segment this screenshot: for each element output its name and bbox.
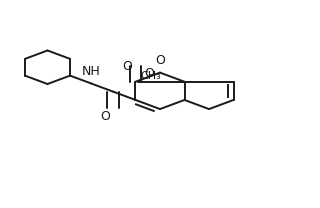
Text: O: O <box>122 60 132 73</box>
Text: NH: NH <box>82 65 100 78</box>
Text: O: O <box>100 110 110 123</box>
Text: O: O <box>155 53 165 67</box>
Text: O: O <box>144 67 154 80</box>
Text: CH₃: CH₃ <box>140 71 161 81</box>
